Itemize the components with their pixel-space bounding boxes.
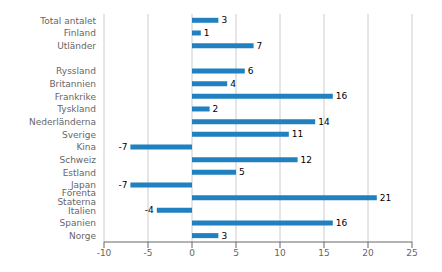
svg-text:5: 5 bbox=[239, 167, 245, 177]
svg-text:Japan: Japan bbox=[70, 180, 96, 190]
svg-text:4: 4 bbox=[230, 79, 236, 89]
svg-text:5: 5 bbox=[233, 248, 239, 258]
svg-text:Schweiz: Schweiz bbox=[60, 155, 97, 165]
svg-text:Ryssland: Ryssland bbox=[56, 66, 96, 76]
svg-text:-5: -5 bbox=[144, 248, 153, 258]
svg-text:0: 0 bbox=[189, 248, 195, 258]
svg-text:3: 3 bbox=[221, 15, 227, 25]
svg-text:Frankrike: Frankrike bbox=[55, 92, 97, 102]
svg-text:Nederländerna: Nederländerna bbox=[29, 117, 96, 127]
svg-text:Norge: Norge bbox=[69, 231, 96, 241]
svg-text:-4: -4 bbox=[145, 205, 154, 215]
svg-text:25: 25 bbox=[406, 248, 417, 258]
svg-text:Sverige: Sverige bbox=[62, 130, 96, 140]
svg-text:1: 1 bbox=[204, 28, 210, 38]
svg-text:Total antalet: Total antalet bbox=[39, 16, 96, 26]
svg-text:16: 16 bbox=[336, 91, 348, 101]
svg-text:15: 15 bbox=[318, 248, 329, 258]
svg-text:7: 7 bbox=[257, 41, 263, 51]
svg-text:11: 11 bbox=[292, 129, 303, 139]
svg-text:16: 16 bbox=[336, 218, 348, 228]
svg-text:3: 3 bbox=[221, 231, 227, 241]
svg-text:10: 10 bbox=[274, 248, 286, 258]
svg-text:Utländer: Utländer bbox=[57, 41, 96, 51]
svg-text:21: 21 bbox=[380, 193, 391, 203]
svg-text:-7: -7 bbox=[118, 142, 127, 152]
svg-text:Kina: Kina bbox=[76, 142, 96, 152]
svg-text:Estland: Estland bbox=[63, 168, 96, 178]
svg-text:Finland: Finland bbox=[64, 28, 96, 38]
svg-text:Britannien: Britannien bbox=[49, 79, 96, 89]
svg-text:-10: -10 bbox=[97, 248, 112, 258]
svg-text:14: 14 bbox=[318, 117, 330, 127]
svg-text:2: 2 bbox=[213, 104, 219, 114]
svg-text:6: 6 bbox=[248, 66, 254, 76]
svg-text:12: 12 bbox=[301, 155, 312, 165]
svg-text:Italien: Italien bbox=[68, 205, 96, 216]
svg-text:-7: -7 bbox=[118, 180, 127, 190]
svg-text:Tyskland: Tyskland bbox=[56, 104, 96, 114]
svg-text:Spanien: Spanien bbox=[60, 218, 96, 228]
svg-text:FörentaStaterna: FörentaStaterna bbox=[57, 188, 96, 207]
svg-text:20: 20 bbox=[362, 248, 374, 258]
